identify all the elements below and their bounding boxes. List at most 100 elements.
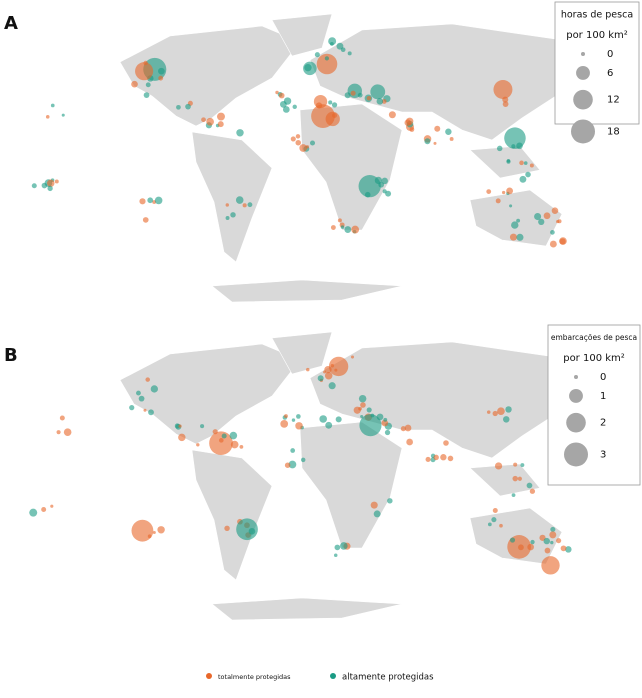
map-panel: B bbox=[4, 331, 603, 621]
map-dot bbox=[229, 431, 238, 440]
map-dot bbox=[324, 371, 333, 380]
map-dot bbox=[217, 112, 225, 121]
map-dot bbox=[54, 179, 59, 184]
map-dot bbox=[492, 507, 498, 513]
map-dot bbox=[31, 183, 37, 189]
legend-box bbox=[547, 324, 641, 486]
map-dot bbox=[284, 414, 288, 419]
map-dot bbox=[236, 518, 258, 541]
map-dot bbox=[329, 42, 334, 46]
map-dot bbox=[366, 407, 372, 413]
map-dot bbox=[519, 160, 524, 166]
map-dot bbox=[509, 204, 513, 208]
map-dot bbox=[292, 104, 297, 110]
map-dot bbox=[221, 433, 227, 439]
map-dot bbox=[295, 422, 303, 430]
map-dot bbox=[152, 530, 156, 534]
legend-size-circle bbox=[571, 119, 595, 144]
map-dot bbox=[487, 522, 492, 527]
map-dot bbox=[366, 95, 372, 101]
map-dot bbox=[494, 462, 503, 470]
map-dot bbox=[328, 356, 349, 377]
legend: totalmente protegidas altamente protegida… bbox=[206, 673, 434, 683]
legend-size-circle bbox=[581, 52, 585, 56]
map-dot bbox=[247, 202, 253, 208]
map-dot bbox=[373, 510, 381, 518]
map-dot bbox=[492, 410, 498, 417]
map-dot bbox=[158, 75, 164, 81]
map-dot bbox=[185, 103, 191, 110]
map-dot bbox=[311, 104, 335, 128]
legend-size-circle bbox=[574, 375, 578, 379]
size-legend: embarcações de pesca por 100 km² 0 1 2 3 bbox=[547, 324, 641, 486]
map-dot bbox=[424, 138, 431, 145]
legend-size-circle bbox=[569, 389, 583, 403]
map-dot bbox=[506, 159, 511, 163]
map-dot bbox=[556, 538, 562, 544]
map-dot bbox=[200, 424, 205, 429]
legend-label: altamente protegidas bbox=[342, 673, 434, 683]
legend-size-circle bbox=[576, 66, 590, 80]
map-dot bbox=[309, 140, 316, 146]
map-dot bbox=[201, 117, 206, 123]
map-dot bbox=[50, 504, 54, 508]
map-dot bbox=[59, 415, 65, 421]
map-dot bbox=[304, 64, 312, 72]
map-dot bbox=[282, 106, 290, 113]
map-dot bbox=[330, 364, 335, 368]
map-dot bbox=[516, 233, 524, 241]
map-dot bbox=[493, 80, 513, 99]
map-dot bbox=[544, 547, 551, 554]
legend-marker bbox=[330, 673, 336, 679]
map-dot bbox=[525, 171, 531, 178]
map-dot bbox=[61, 113, 65, 117]
map-dot bbox=[47, 179, 55, 187]
map-dot bbox=[526, 482, 533, 489]
map-dot bbox=[511, 493, 516, 497]
map-dot bbox=[350, 90, 356, 96]
map-dot bbox=[45, 115, 50, 119]
map-dot bbox=[370, 84, 386, 100]
map-dot bbox=[147, 197, 154, 204]
map-dot bbox=[559, 238, 566, 245]
map-dot bbox=[565, 546, 572, 553]
map-dot bbox=[206, 117, 214, 126]
map-dot bbox=[209, 431, 233, 456]
map-dot bbox=[290, 136, 296, 142]
map-dot bbox=[296, 414, 301, 419]
map-dot bbox=[382, 189, 387, 194]
map-dot bbox=[316, 53, 338, 75]
map-dot bbox=[300, 457, 306, 463]
map-dot bbox=[317, 375, 324, 382]
map-dot bbox=[225, 216, 230, 220]
legend-size-label: 0 bbox=[607, 49, 613, 60]
map-dot bbox=[336, 42, 344, 50]
map-dot bbox=[330, 225, 336, 230]
map-dot bbox=[502, 190, 506, 195]
map-dot bbox=[529, 488, 536, 494]
map-dot bbox=[29, 508, 38, 517]
map-dot bbox=[381, 177, 388, 185]
map-dot bbox=[549, 531, 557, 539]
map-dot bbox=[530, 539, 535, 545]
map-dot bbox=[135, 62, 154, 81]
map-dot bbox=[443, 440, 449, 446]
legend-title: embarcações de pesca bbox=[551, 333, 637, 342]
map-dot bbox=[445, 128, 452, 135]
map-dot bbox=[50, 103, 55, 108]
map-dot bbox=[319, 415, 327, 423]
map-dot bbox=[523, 161, 528, 165]
map-dot bbox=[344, 92, 351, 99]
map-dot bbox=[158, 67, 165, 75]
map-dot bbox=[486, 189, 492, 194]
map-dot bbox=[406, 438, 413, 446]
world-map bbox=[119, 13, 603, 303]
size-legend: horas de pesca por 100 km² 0 6 12 18 bbox=[554, 1, 640, 144]
map-dot bbox=[516, 142, 523, 150]
map-dot bbox=[351, 225, 360, 234]
map-dot bbox=[283, 97, 292, 105]
map-dot bbox=[491, 517, 497, 523]
map-dot bbox=[550, 526, 556, 532]
map-dot bbox=[549, 240, 557, 248]
